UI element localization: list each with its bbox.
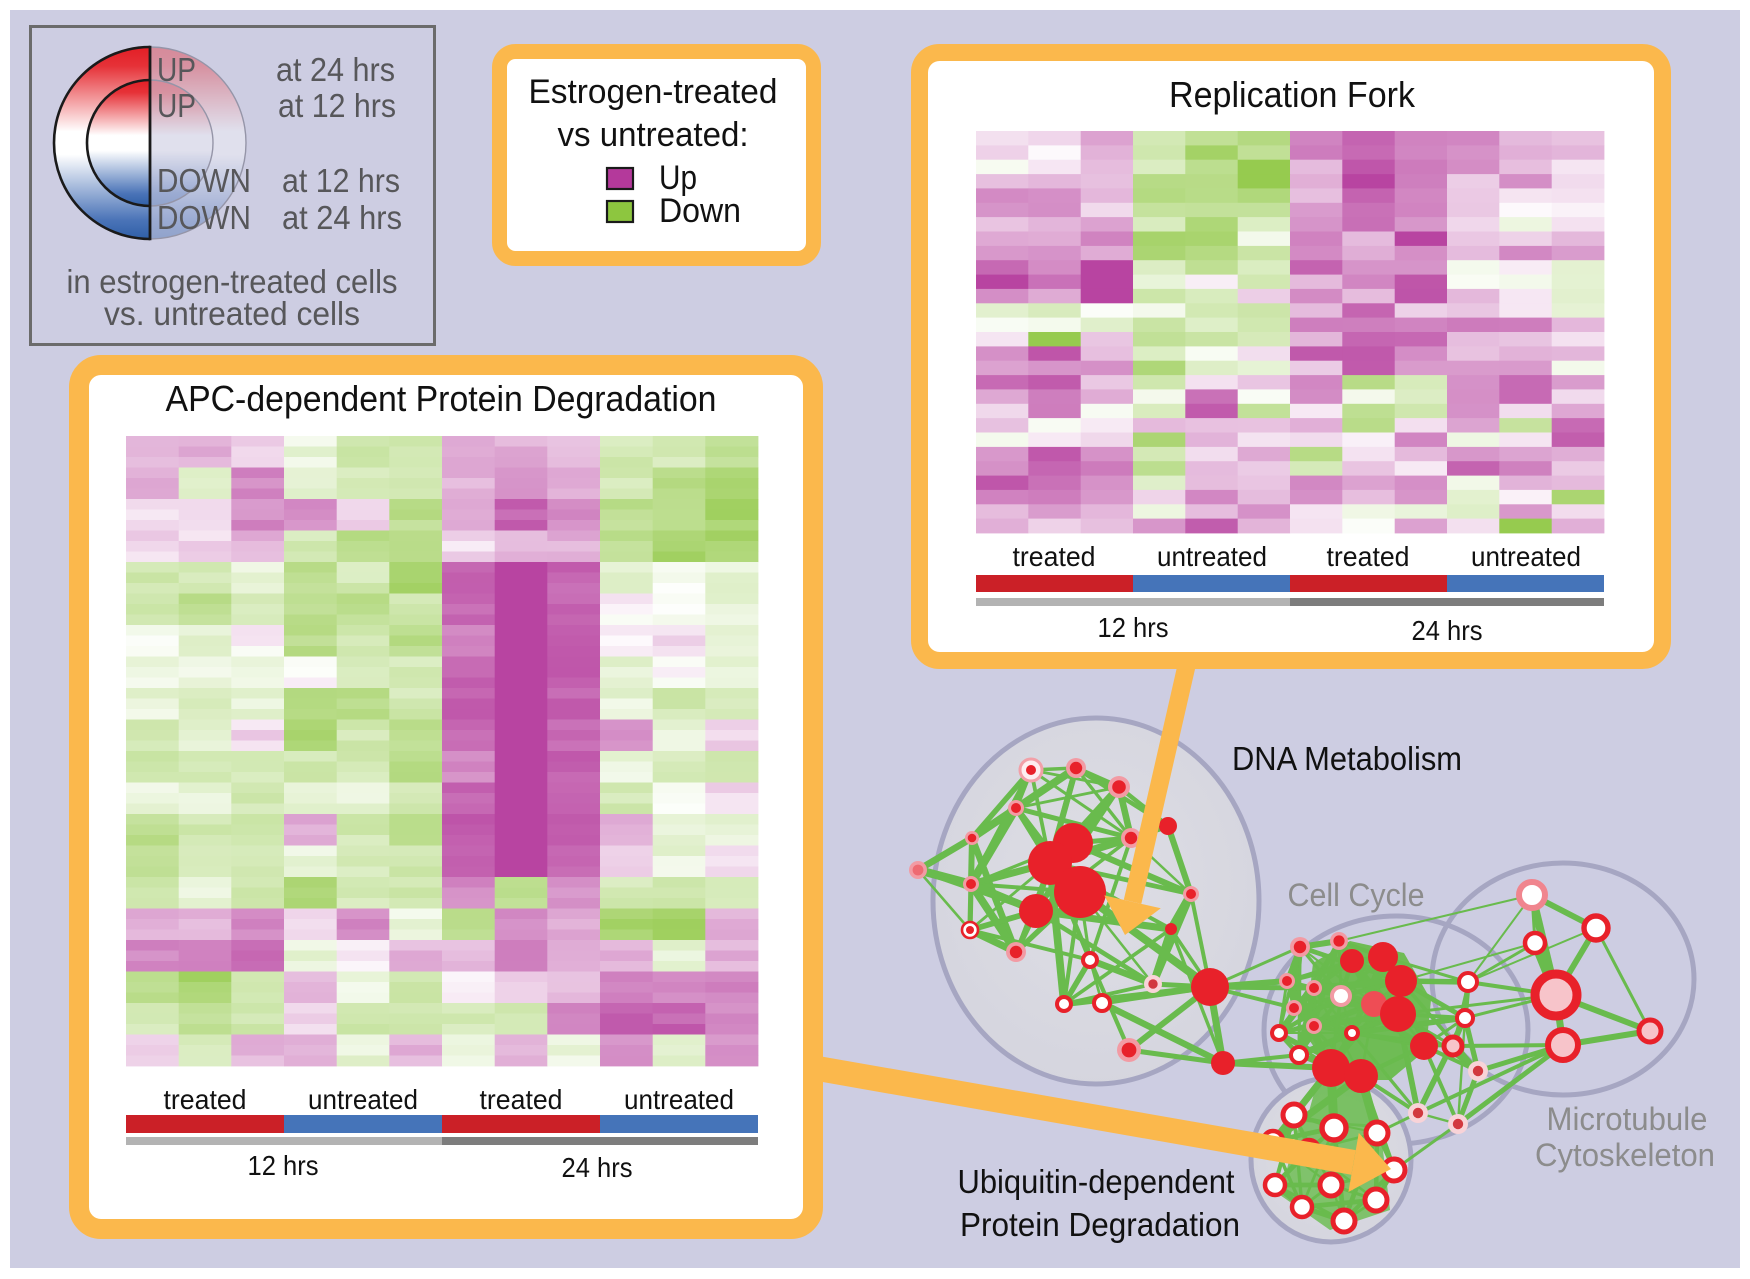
svg-text:untreated: untreated [624, 1084, 734, 1115]
svg-text:Down: Down [659, 192, 741, 230]
svg-text:treated: treated [480, 1084, 563, 1115]
svg-text:Protein Degradation: Protein Degradation [960, 1206, 1240, 1243]
svg-text:Estrogen-treated: Estrogen-treated [529, 73, 778, 111]
svg-text:24 hrs: 24 hrs [562, 1152, 633, 1183]
svg-text:Cell Cycle: Cell Cycle [1288, 877, 1425, 913]
svg-text:Cytoskeleton: Cytoskeleton [1535, 1137, 1715, 1173]
svg-text:Microtubule: Microtubule [1547, 1101, 1708, 1137]
svg-text:untreated: untreated [1157, 541, 1267, 572]
svg-text:in estrogen-treated cells: in estrogen-treated cells [67, 263, 398, 300]
svg-text:Up: Up [659, 159, 697, 197]
svg-text:DOWN: DOWN [157, 199, 251, 236]
svg-text:at 24 hrs: at 24 hrs [282, 199, 402, 236]
svg-text:untreated: untreated [1471, 541, 1581, 572]
svg-text:at 12 hrs: at 12 hrs [278, 87, 396, 124]
svg-text:UP: UP [157, 87, 196, 124]
svg-text:12 hrs: 12 hrs [248, 1150, 319, 1181]
svg-text:24 hrs: 24 hrs [1412, 615, 1483, 646]
svg-text:APC-dependent Protein Degradat: APC-dependent Protein Degradation [166, 378, 717, 419]
svg-text:at 12 hrs: at 12 hrs [282, 162, 400, 199]
svg-text:DOWN: DOWN [157, 162, 251, 199]
svg-text:untreated: untreated [308, 1084, 418, 1115]
svg-text:12 hrs: 12 hrs [1098, 612, 1169, 643]
svg-text:UP: UP [157, 51, 196, 88]
svg-text:DNA Metabolism: DNA Metabolism [1232, 740, 1462, 777]
svg-text:Ubiquitin-dependent: Ubiquitin-dependent [958, 1163, 1235, 1200]
svg-text:treated: treated [1013, 541, 1096, 572]
svg-text:treated: treated [1327, 541, 1410, 572]
svg-text:Replication Fork: Replication Fork [1169, 74, 1416, 115]
svg-text:treated: treated [164, 1084, 247, 1115]
svg-text:at 24 hrs: at 24 hrs [276, 51, 395, 88]
svg-text:vs. untreated cells: vs. untreated cells [104, 295, 360, 332]
svg-text:vs untreated:: vs untreated: [558, 116, 749, 154]
